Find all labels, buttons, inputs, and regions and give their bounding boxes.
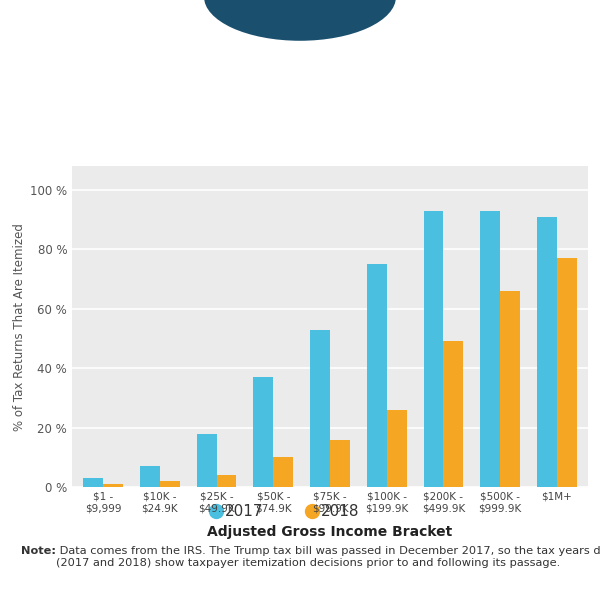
Bar bbox=[443, 341, 463, 487]
Bar bbox=[557, 258, 577, 487]
Bar bbox=[387, 410, 407, 487]
Bar bbox=[103, 484, 123, 487]
Bar bbox=[480, 210, 500, 487]
Text: asset™: asset™ bbox=[300, 0, 361, 2]
Bar bbox=[160, 481, 180, 487]
Point bbox=[211, 506, 221, 516]
Bar bbox=[83, 478, 103, 487]
Bar bbox=[537, 216, 557, 487]
Text: smart: smart bbox=[245, 0, 300, 2]
Text: 2018: 2018 bbox=[321, 504, 359, 518]
Bar bbox=[330, 440, 350, 487]
Text: 2017: 2017 bbox=[225, 504, 263, 518]
Bar bbox=[140, 466, 160, 487]
Bar bbox=[197, 434, 217, 487]
Point bbox=[307, 506, 317, 516]
Bar bbox=[273, 458, 293, 487]
Bar bbox=[253, 377, 273, 487]
Text: Before and After the Trump Tax Bill: Before and After the Trump Tax Bill bbox=[11, 117, 589, 145]
Bar bbox=[367, 264, 387, 487]
Bar bbox=[217, 475, 236, 487]
Text: Data comes from the IRS. The Trump tax bill was passed in December 2017, so the : Data comes from the IRS. The Trump tax b… bbox=[56, 546, 600, 568]
Bar bbox=[310, 330, 330, 487]
Ellipse shape bbox=[204, 0, 396, 41]
X-axis label: Adjusted Gross Income Bracket: Adjusted Gross Income Bracket bbox=[208, 525, 452, 539]
Text: Note:: Note: bbox=[21, 546, 56, 556]
Bar bbox=[500, 291, 520, 487]
Text: Distribution of Itemized Tax Returns: Distribution of Itemized Tax Returns bbox=[2, 50, 598, 78]
Y-axis label: % of Tax Returns That Are Itemized: % of Tax Returns That Are Itemized bbox=[13, 223, 26, 430]
Bar bbox=[424, 210, 443, 487]
